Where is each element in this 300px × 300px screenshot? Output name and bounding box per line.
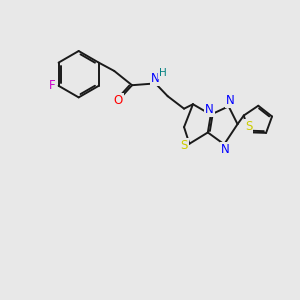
- Text: N: N: [205, 103, 214, 116]
- Text: H: H: [159, 68, 167, 78]
- Text: N: N: [226, 94, 235, 107]
- Text: N: N: [221, 143, 230, 156]
- Text: F: F: [49, 79, 56, 92]
- Text: S: S: [245, 120, 252, 133]
- Text: N: N: [151, 72, 160, 85]
- Text: O: O: [114, 94, 123, 107]
- Text: S: S: [180, 139, 188, 152]
